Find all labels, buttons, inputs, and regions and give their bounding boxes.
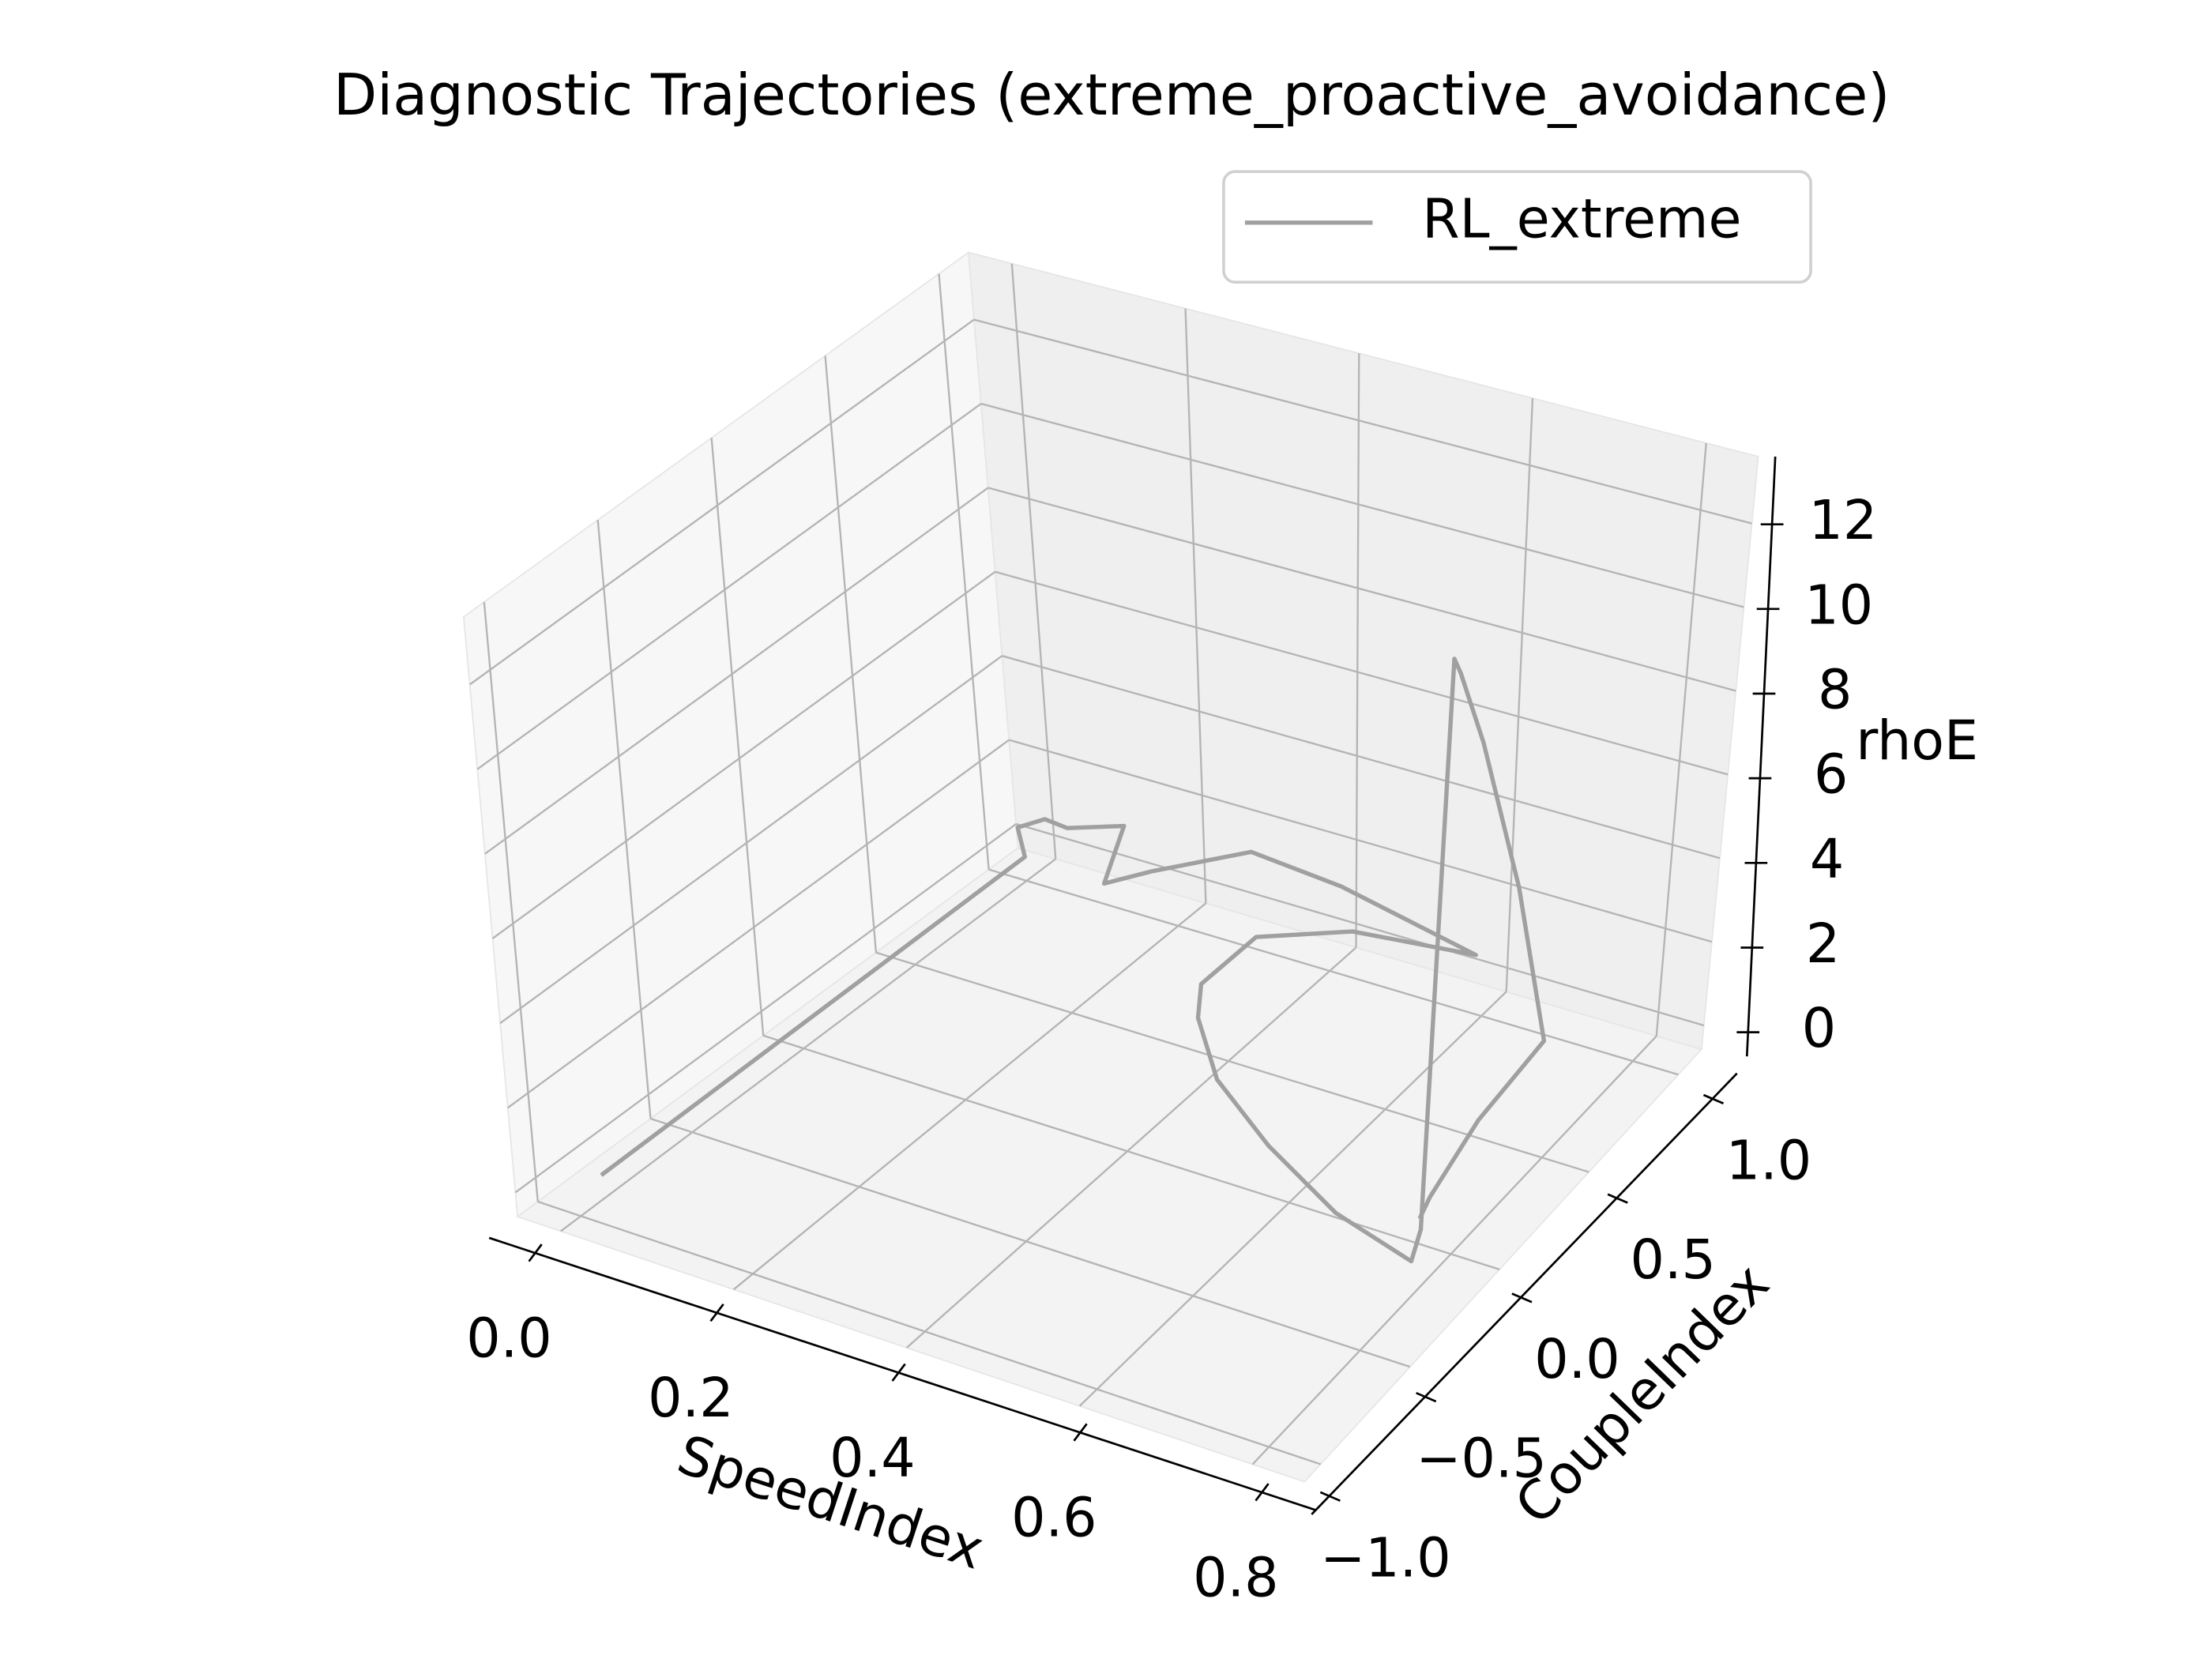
tick-mark [1607,1193,1628,1204]
legend: RL_extreme [1222,170,1812,284]
y-tick-label: 0.5 [1630,1229,1715,1292]
z-tick-label: 12 [1808,490,1877,552]
grid-line [980,402,1744,608]
tick-mark [1702,1093,1725,1105]
y-tick-label: 0.0 [1534,1329,1620,1391]
y-tick-label: −0.5 [1416,1428,1547,1491]
y-axis-line [1311,1072,1738,1515]
grid-line [560,858,1056,1232]
grid-line [905,946,1357,1349]
legend-box [1222,170,1812,284]
chart-title: Diagnostic Trajectories (extreme_proacti… [333,62,1890,128]
z-tick-label: 10 [1804,574,1873,637]
z-tick-label: 0 [1802,998,1836,1060]
grid-line [988,487,1736,692]
y-tick-label: 1.0 [1726,1130,1811,1193]
x-axis-line [488,1236,1317,1511]
pane-floor [516,847,1703,1483]
z-axis-line [1745,456,1777,1057]
grid-line [537,1200,1322,1465]
grid-line [733,902,1207,1291]
tick-mark [1511,1292,1533,1304]
axes: 0.00.20.40.60.8 −1.0−0.50.00.51.002468101… [466,456,1877,1609]
grid-line [1009,739,1713,943]
grid-line [514,823,1017,1194]
x-tick-label: 0.6 [1011,1488,1097,1550]
grid-line [1655,442,1707,1036]
x-tick-label: 0.8 [1193,1547,1278,1609]
grid-line [484,487,989,855]
grid-line [596,520,652,1119]
grid-line [1015,822,1705,1027]
grid-line [1078,991,1507,1407]
z-tick-label: 2 [1806,913,1840,976]
grid-line [1184,308,1207,904]
grid-line [507,739,1010,1109]
grid-line [1002,655,1721,860]
grid-line [1505,398,1534,992]
y-tick-label: −1.0 [1320,1527,1451,1589]
plot-area [600,656,1547,1264]
panes [462,250,1759,1483]
grid-line [762,1034,1500,1270]
grid-line [1355,353,1360,948]
grid-line [650,1117,1411,1368]
grid-line [468,318,975,686]
line [600,656,1547,1264]
tick-mark [709,1304,724,1322]
z-axis-label: rhoE [1856,710,1978,773]
grid-line [824,356,878,953]
z-tick-label: 6 [1814,744,1848,807]
grid-line [995,570,1729,776]
tick-mark [1255,1483,1270,1502]
tick-mark [1319,1491,1341,1502]
grid [468,263,1752,1465]
grid-line [938,273,990,870]
grid-line [1251,1035,1657,1465]
x-tick-label: 0.2 [648,1367,733,1430]
x-tick-label: 0.4 [830,1428,915,1490]
tick-mark [1416,1391,1437,1403]
grid-line [988,868,1679,1076]
grid-line [1010,263,1057,860]
grid-line [973,318,1752,525]
grid-line [710,438,765,1036]
z-tick-label: 8 [1818,660,1852,722]
tick-mark [528,1243,543,1262]
legend-label: RL_extreme [1422,188,1741,250]
grid-line [483,601,539,1202]
grid-line [499,655,1003,1025]
tick-mark [1073,1423,1088,1442]
tick-mark [891,1363,906,1382]
x-tick-label: 0.0 [466,1307,551,1370]
grid-line [476,403,982,770]
z-tick-label: 4 [1810,829,1844,891]
grid-line [491,570,996,939]
